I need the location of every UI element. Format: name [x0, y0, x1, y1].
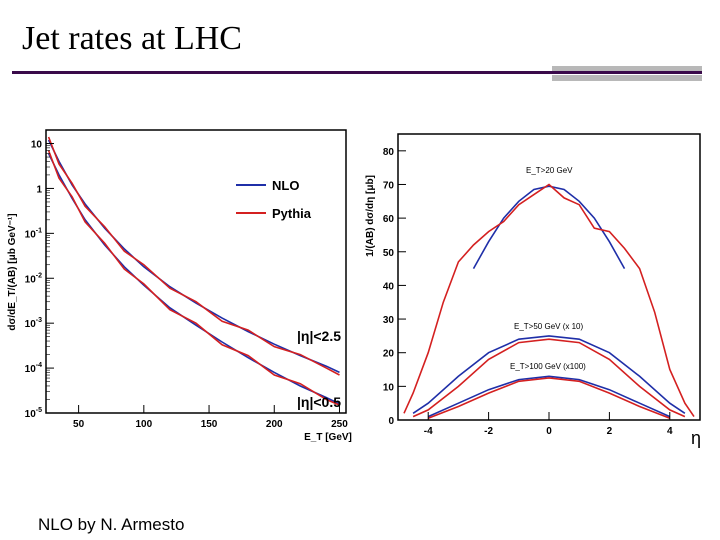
et-x-ticks: 50 100 150 200 250 [73, 405, 348, 430]
eta-series-nlo [427, 375, 671, 418]
et-y-tick-label: 10-5 [25, 407, 42, 420]
eta-x-ticks: -4 -2 0 2 4 [424, 412, 673, 437]
eta-y-tick-label: 20 [383, 349, 395, 360]
et-y-tick-label: 10 [31, 140, 43, 151]
annotation-eta-0p5: |η|<0.5 [297, 394, 341, 410]
eta-x-tick-label: 2 [607, 426, 613, 437]
eta-y-axis-label: 1/(AB) dσ/dη [μb] [365, 175, 376, 257]
eta-y-tick-label: 70 [383, 180, 395, 191]
title-underline [12, 71, 702, 74]
et-y-tick-label: 10-4 [25, 362, 42, 375]
et-plot-frame [45, 129, 347, 414]
eta-y-ticks: 0 10 20 30 40 50 60 70 80 [383, 147, 406, 427]
et-x-tick-label: 150 [201, 419, 218, 430]
eta-series-pythia [403, 183, 695, 418]
legend-nlo-label: NLO [272, 178, 299, 193]
eta-y-tick-label: 0 [388, 416, 394, 427]
et-series-group [47, 136, 340, 406]
et-x-tick-label: 250 [331, 419, 348, 430]
et-y-tick-label: 10-3 [25, 317, 42, 330]
eta-y-tick-label: 10 [383, 382, 395, 393]
eta-series-group [403, 183, 695, 420]
et-spectrum-chart: 50 100 150 200 250 10 1 10-1 10-2 10-3 10-4 10-5 d… [7, 129, 352, 443]
eta-series-pythia [427, 377, 671, 420]
et-y-ticks: 10 1 10-1 10-2 10-3 10-4 10-5 [25, 140, 54, 420]
credit-text: NLO by N. Armesto [38, 515, 185, 534]
et-x-tick-label: 200 [266, 419, 283, 430]
slide-title: Jet rates at LHC [22, 20, 242, 57]
eta-distribution-chart: -4 -2 0 2 4 0 10 20 30 40 50 60 70 80 1/(AB) dσ/dη [… [365, 133, 701, 448]
eta-series-pythia [412, 338, 686, 418]
eta-y-tick-label: 40 [383, 281, 395, 292]
et-series-pythia [47, 136, 340, 376]
title-accent-bar [552, 66, 702, 72]
eta-x-tick-label: 4 [667, 426, 673, 437]
eta-y-tick-label: 30 [383, 315, 395, 326]
eta-x-tick-label: 0 [546, 426, 552, 437]
eta-y-tick-label: 50 [383, 248, 395, 259]
et-y-tick-label: 10-2 [25, 272, 42, 285]
annotation-et20: E_T>20 GeV [526, 166, 573, 175]
title-accent-bar [552, 75, 702, 81]
eta-series-nlo [472, 185, 626, 269]
et-series-pythia [47, 150, 340, 406]
et-y-axis-label: dσ/dE_T/(AB) [μb GeV⁻¹] [7, 213, 18, 330]
eta-y-tick-label: 80 [383, 147, 395, 158]
eta-x-tick-label: -4 [424, 426, 433, 437]
et-y-tick-label: 1 [36, 184, 42, 195]
annotation-eta-2p5: |η|<2.5 [297, 328, 341, 344]
eta-series-nlo [412, 335, 686, 414]
et-x-tick-label: 100 [135, 419, 152, 430]
et-x-axis-label: E_T [GeV] [304, 432, 352, 443]
eta-y-tick-label: 60 [383, 214, 395, 225]
eta-x-axis-label: η [691, 428, 701, 448]
annotation-et50: E_T>50 GeV (x 10) [514, 322, 583, 331]
et-x-tick-label: 50 [73, 419, 85, 430]
et-series-nlo [47, 139, 340, 374]
et-y-tick-label: 10-1 [25, 227, 42, 240]
legend-pythia-label: Pythia [272, 206, 312, 221]
eta-x-tick-label: -2 [484, 426, 493, 437]
annotation-et100: E_T>100 GeV (x100) [510, 362, 586, 371]
